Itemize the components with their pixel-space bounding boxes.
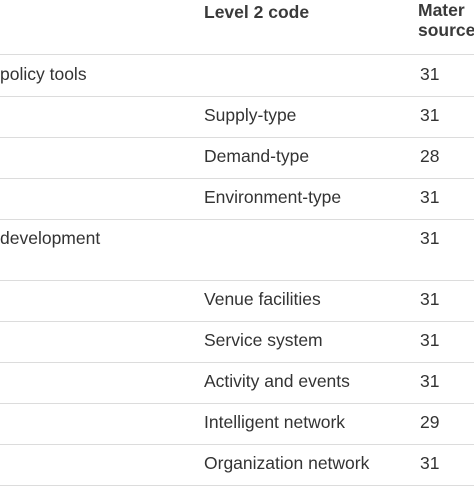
count-cell: 31	[420, 105, 440, 125]
row-rule	[0, 219, 474, 220]
row-rule	[0, 178, 474, 179]
count-cell: 31	[420, 64, 440, 84]
count-cell: 31	[420, 453, 440, 473]
level1-cell: development	[0, 228, 101, 248]
level2-cell: Service system	[204, 330, 323, 350]
count-cell: 31	[420, 371, 440, 391]
level2-cell: Supply-type	[204, 105, 297, 125]
level2-cell: Demand-type	[204, 146, 310, 166]
row-rule	[0, 362, 474, 363]
row-rule	[0, 403, 474, 404]
count-cell: 31	[420, 289, 440, 309]
row-rule	[0, 137, 474, 138]
row-rule	[0, 96, 474, 97]
level2-cell: Environment-type	[204, 187, 342, 207]
level2-cell: Venue facilities	[204, 289, 321, 309]
count-cell: 31	[420, 228, 440, 248]
row-rule	[0, 280, 474, 281]
level2-cell: Activity and events	[204, 371, 350, 391]
header-materials: source	[418, 20, 474, 40]
level2-cell: Intelligent network	[204, 412, 346, 432]
count-cell: 31	[420, 330, 440, 350]
count-cell: 28	[420, 146, 440, 166]
row-rule	[0, 444, 474, 445]
row-rule	[0, 321, 474, 322]
count-cell: 29	[420, 412, 440, 432]
header-rule	[0, 54, 474, 55]
count-cell: 31	[420, 187, 440, 207]
level1-cell: policy tools	[0, 64, 87, 84]
header-materials: Mater	[418, 0, 465, 20]
header-level2: Level 2 code	[204, 2, 310, 22]
level2-cell: Organization network	[204, 453, 370, 473]
